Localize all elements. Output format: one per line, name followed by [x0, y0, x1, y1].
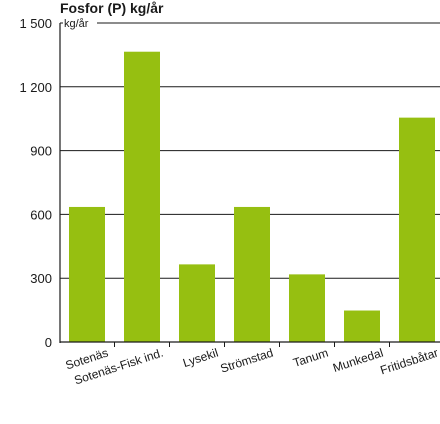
y-tick-label: 300 — [30, 271, 52, 286]
bar — [124, 51, 160, 343]
category-label: Fritidsbåtar — [379, 346, 440, 378]
category-label: Lysekil — [181, 346, 220, 371]
bar — [399, 117, 435, 343]
y-tick-label: 1 200 — [19, 80, 52, 95]
chart-title: Fosfor (P) kg/år — [60, 0, 164, 16]
y-tick-label: 900 — [30, 144, 52, 159]
bar — [69, 206, 105, 342]
category-label: Munkedal — [331, 346, 385, 375]
bars — [69, 51, 435, 343]
category-label: Tanum — [291, 346, 330, 370]
bar — [234, 206, 270, 342]
bar — [289, 274, 325, 342]
y-unit-label: kg/år — [64, 18, 89, 30]
category-label: Strömstad — [219, 346, 275, 376]
gridlines — [60, 15, 440, 279]
y-tick-label: 1 500 — [19, 16, 52, 31]
y-tick-label: 0 — [45, 335, 52, 350]
bar — [344, 310, 380, 342]
unit-label-background — [63, 15, 97, 29]
y-tick-labels: 0 300 600 900 1 200 1 500 — [19, 16, 52, 350]
bar — [179, 264, 215, 342]
y-tick-label: 600 — [30, 207, 52, 222]
axes — [59, 23, 440, 347]
